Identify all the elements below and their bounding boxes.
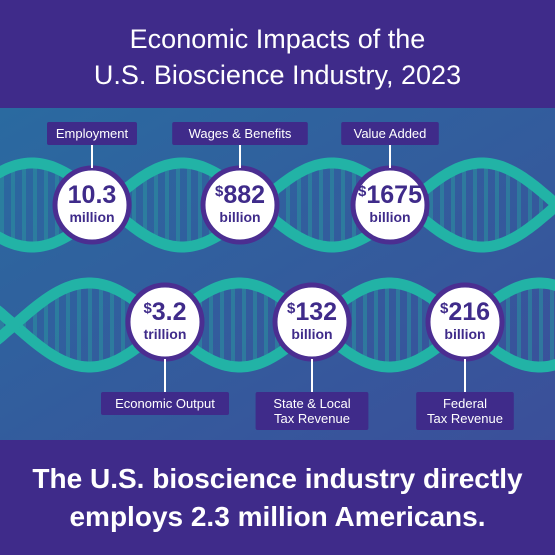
stat-label: Value Added: [354, 126, 427, 141]
label-box: [47, 122, 137, 145]
stat-value: $3.2: [143, 298, 186, 326]
stat-unit: million: [69, 209, 114, 225]
stat-unit: billion: [219, 209, 260, 225]
label-box: [341, 122, 439, 145]
title-line: U.S. Bioscience Industry, 2023: [94, 60, 461, 90]
stat-unit: billion: [444, 326, 485, 342]
stat-value: $1675: [358, 181, 422, 209]
stat-label: Economic Output: [115, 396, 215, 411]
stat-label: State & Local: [273, 396, 350, 411]
footer-band: [0, 440, 555, 555]
stat-unit: billion: [291, 326, 332, 342]
header-band: [0, 0, 555, 108]
title-line: Economic Impacts of the: [130, 24, 426, 54]
footer-line: employs 2.3 million Americans.: [69, 501, 485, 532]
stat-value: 10.3: [68, 181, 117, 209]
stat-number: 132: [295, 298, 337, 326]
stat-label: Tax Revenue: [274, 411, 350, 426]
stat-label: Employment: [56, 126, 129, 141]
footer-line: The U.S. bioscience industry directly: [32, 463, 523, 494]
stat-prefix: $: [287, 300, 296, 317]
label-box: [416, 392, 514, 430]
stat-value: $882: [215, 181, 265, 209]
stat-number: 882: [223, 181, 265, 209]
label-box: [255, 392, 369, 430]
stat-value: $132: [287, 298, 337, 326]
label-box: [172, 122, 308, 145]
label-box: [101, 392, 229, 415]
stat-prefix: $: [215, 183, 224, 200]
stat-number: 1675: [366, 181, 422, 209]
stat-value: $216: [440, 298, 490, 326]
stat-number: 216: [448, 298, 490, 326]
stat-number: 10.3: [68, 181, 117, 209]
stat-label: Tax Revenue: [427, 411, 503, 426]
stat-label: Federal: [443, 396, 487, 411]
stat-prefix: $: [358, 183, 367, 200]
dna-band: [0, 108, 555, 440]
stat-unit: trillion: [144, 326, 187, 342]
stat-number: 3.2: [152, 298, 187, 326]
stat-prefix: $: [440, 300, 449, 317]
stat-unit: billion: [369, 209, 410, 225]
stat-prefix: $: [143, 300, 152, 317]
stat-label: Wages & Benefits: [189, 126, 292, 141]
